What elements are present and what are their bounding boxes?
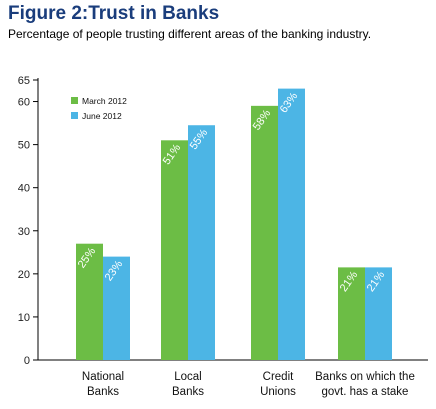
y-tick-label: 10 [18,312,30,324]
y-tick-label: 20 [18,269,30,281]
y-tick-label: 60 [18,97,30,109]
chart-title: Figure 2:Trust in Banks [8,3,220,24]
x-category-label: Unions [260,386,296,398]
y-tick-label: 30 [18,226,30,238]
bar [103,256,130,360]
legend-label: March 2012 [82,96,127,106]
y-tick-label: 50 [18,140,30,152]
bar [338,267,365,360]
x-category-label: Banks [172,386,204,398]
x-category-label: Banks [87,386,119,398]
bar [278,88,305,360]
legend-label: June 2012 [82,111,122,121]
bar [365,267,392,360]
x-category-label: Local [174,371,202,383]
y-tick-label: 0 [24,355,30,367]
legend-swatch [71,112,78,119]
x-category-label: govt. has a stake [322,386,409,398]
legend-swatch [71,97,78,104]
bar [161,140,188,360]
y-tick-label: 40 [18,183,30,195]
x-category-label: Credit [263,371,294,383]
bar [251,105,278,360]
bar [188,125,215,360]
bar [76,243,103,360]
x-category-label: National [82,371,124,383]
x-category-label: Banks on which the [315,371,415,383]
chart-subtitle: Percentage of people trusting different … [8,27,372,41]
y-tick-label: 65 [18,75,30,87]
